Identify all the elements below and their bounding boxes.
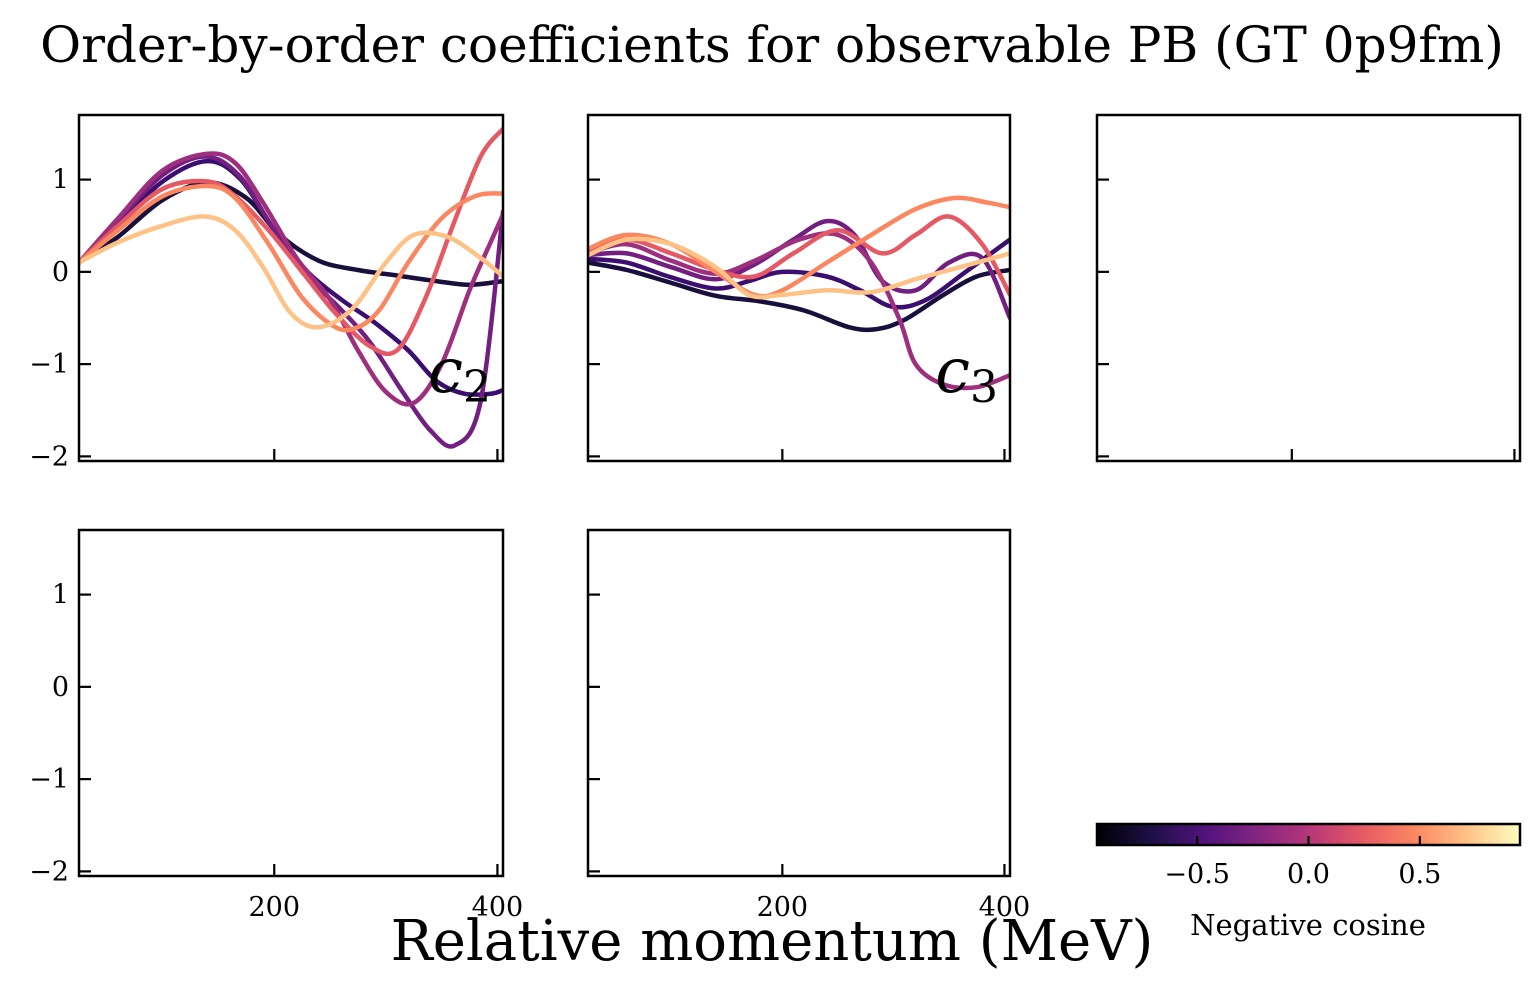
colorbar-tick-label: 0.5 [1398,859,1441,890]
series-group [79,126,503,449]
series-line-5 [588,214,1010,298]
y-tick-label: 1 [52,165,69,196]
series-line-2 [588,237,1010,310]
series-line-6 [79,183,503,333]
panel-c2: −2 −1 0 1 c2 [29,113,505,472]
panel-label-subscript: 3 [970,362,998,413]
x-tick-label: 400 [979,892,1031,923]
panel-c3: c3 [586,113,1012,463]
colorbar-tick-label: −0.5 [1164,859,1230,890]
figure-title: Order-by-order coefficients for observab… [40,16,1504,74]
panel-c4 [1095,113,1522,463]
series-line-7 [79,214,503,330]
colorbar-label: Negative cosine [1190,908,1426,942]
axes-frame [1095,113,1522,463]
series-line-1 [588,260,1010,333]
y-tick-label: 0 [52,672,69,703]
series-line-4 [79,151,503,407]
y-tick-label: −1 [29,349,69,380]
series-group [588,195,1010,391]
y-tick-label: 0 [52,257,69,288]
axes-frame [586,113,1012,463]
panel-label: c2 [428,334,491,413]
series-line-7 [588,236,1010,300]
x-tick-label: 200 [757,892,809,923]
y-tick-label: −1 [29,764,69,795]
y-tick-label: −2 [29,441,69,472]
panel-label-subscript: 2 [463,362,491,413]
x-tick-label: 400 [472,892,524,923]
series-line-2 [79,158,503,398]
x-axis-label: Relative momentum (MeV) [391,909,1154,974]
colorbar-tick-label: 0.0 [1287,859,1330,890]
axes-frame [77,113,505,463]
panels: −2 −1 0 1 c2 c3 −2 −1 0 1 200 400 200 400 [29,113,1522,923]
panel-c6: 200 400 [586,528,1031,923]
series-line-5 [79,126,503,357]
panel-label: c3 [935,334,998,413]
y-tick-label: 1 [52,580,69,611]
y-tick-label: −2 [29,856,69,887]
axes-frame [77,528,505,878]
x-tick-label: 200 [248,892,300,923]
series-line-1 [79,180,503,288]
series-line-3 [588,218,1010,321]
panel-c5: −2 −1 0 1 200 400 [29,528,524,923]
axes-frame [586,528,1012,878]
colorbar: −0.5 0.0 0.5 Negative cosine [1095,822,1522,942]
series-line-4 [588,231,1010,391]
colorbar-ticks: −0.5 0.0 0.5 [1164,836,1441,890]
